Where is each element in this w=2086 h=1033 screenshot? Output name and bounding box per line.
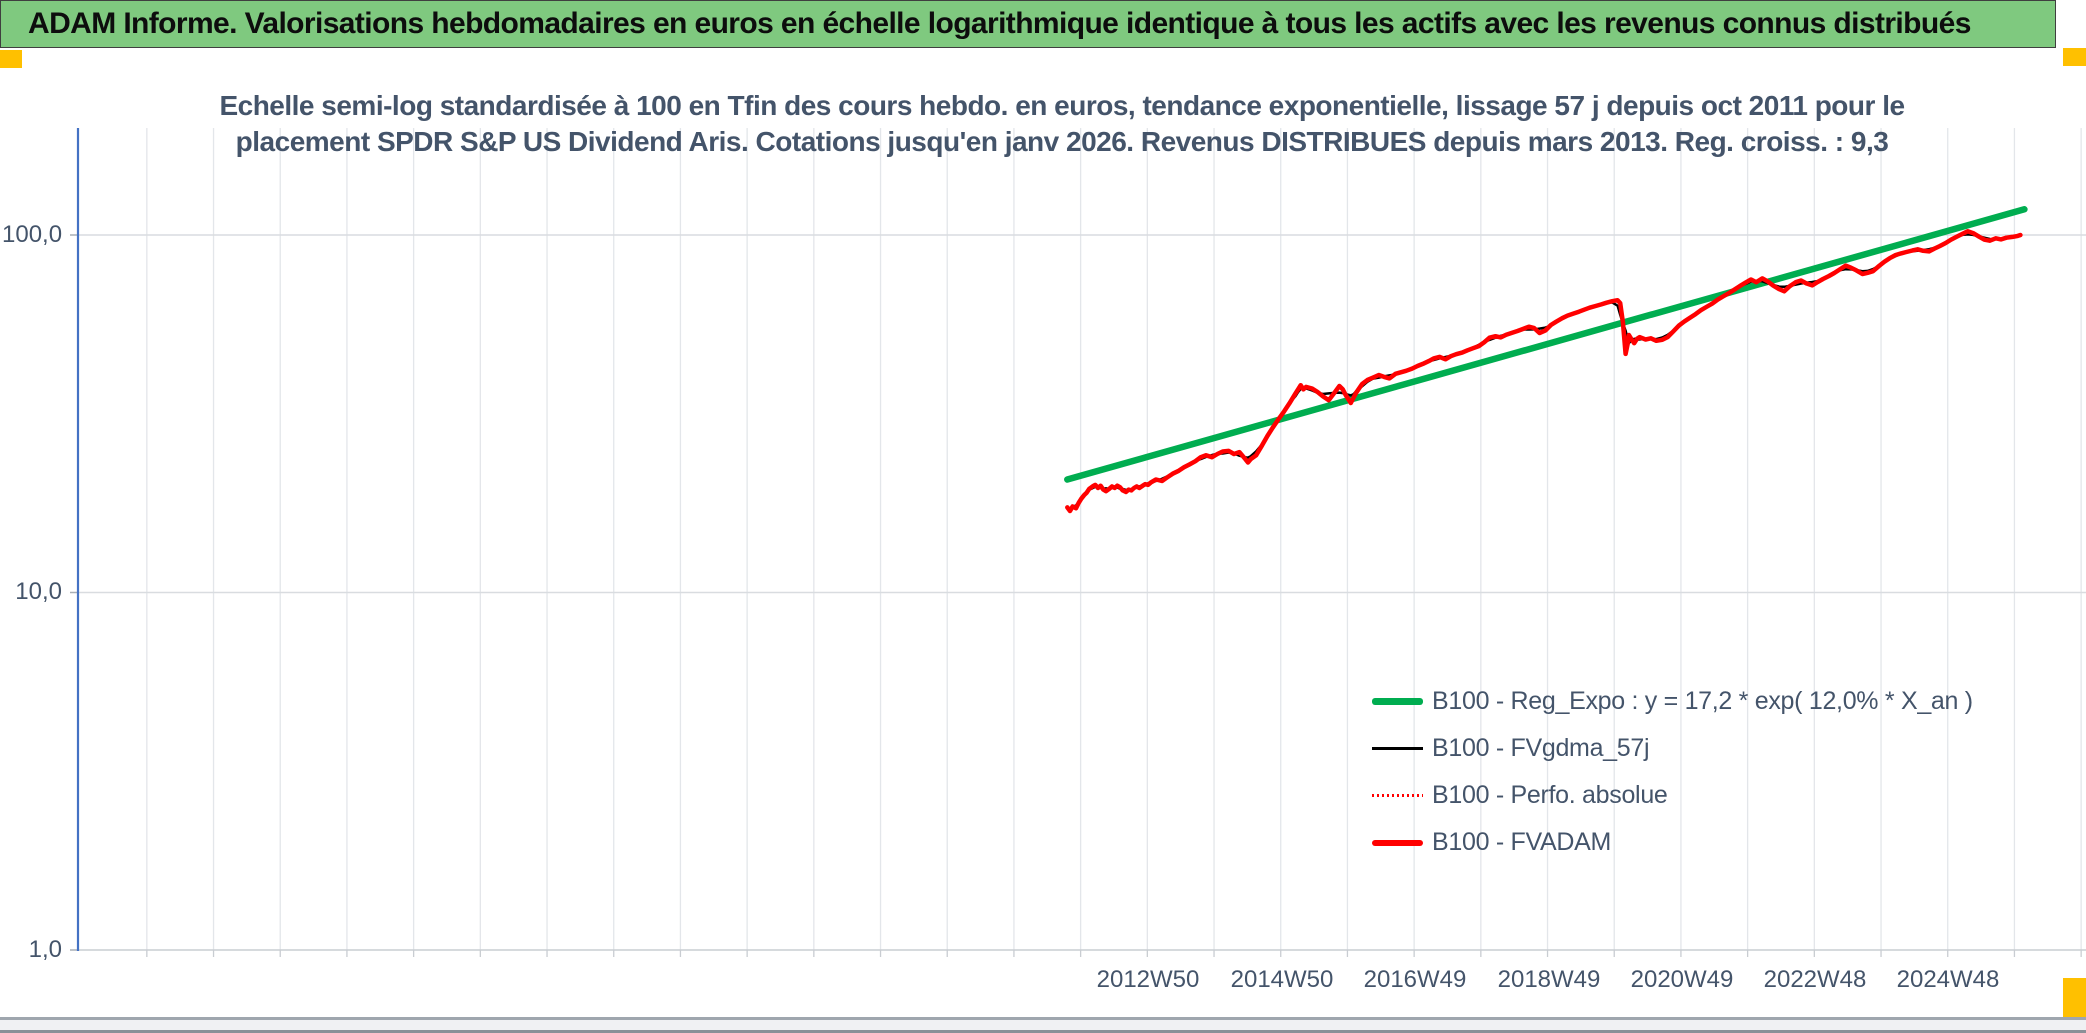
- legend-label-fvadam: B100 - FVADAM: [1432, 828, 1612, 856]
- legend-swatch-fvgdma: [1372, 747, 1423, 750]
- window-bottom-edge: [0, 1030, 2086, 1033]
- chart-legend: B100 - Reg_Expo : y = 17,2 * exp( 12,0% …: [1372, 678, 1973, 866]
- x-tick-label-2020w49: 2020W49: [1630, 966, 1734, 993]
- x-tick-label-2014w50: 2014W50: [1230, 966, 1334, 993]
- y-tick-label-100: 100,0: [2, 221, 63, 248]
- y-tick-label-1: 1,0: [28, 936, 62, 963]
- x-tick-label-2018w49: 2018W49: [1497, 966, 1601, 993]
- x-tick-label-2022w48: 2022W48: [1763, 966, 1867, 993]
- gold-accent-top-left: [0, 50, 22, 68]
- gridlines-horizontal: [78, 234, 2086, 951]
- legend-label-perfo-absolue: B100 - Perfo. absolue: [1432, 781, 1668, 809]
- chart-title-line1: Echelle semi-log standardisée à 100 en T…: [219, 90, 1905, 121]
- y-tick-label-10: 10,0: [15, 578, 62, 605]
- chart-title: Echelle semi-log standardisée à 100 en T…: [78, 88, 2046, 160]
- legend-label-fvgdma: B100 - FVgdma_57j: [1432, 734, 1650, 762]
- series-fvgdma-line: [1066, 233, 2022, 510]
- legend-label-reg-expo: B100 - Reg_Expo : y = 17,2 * exp( 12,0% …: [1432, 687, 1973, 715]
- axis-ticks: [70, 234, 2082, 957]
- legend-swatch-perfo-absolue: [1372, 794, 1423, 797]
- x-tick-label-2024w48: 2024W48: [1896, 966, 2000, 993]
- banner-title: ADAM Informe. Valorisations hebdomadaire…: [28, 7, 1971, 40]
- legend-item-reg-expo[interactable]: B100 - Reg_Expo : y = 17,2 * exp( 12,0% …: [1372, 678, 1973, 725]
- bottom-band: [0, 1020, 2086, 1033]
- series-fvadam-line: [1065, 229, 2023, 514]
- legend-item-perfo-absolue[interactable]: B100 - Perfo. absolue: [1372, 772, 1973, 819]
- legend-item-fvadam[interactable]: B100 - FVADAM: [1372, 819, 1973, 866]
- gridlines-vertical: [146, 128, 2082, 950]
- x-tick-label-2016w49: 2016W49: [1363, 966, 1467, 993]
- legend-swatch-fvadam: [1372, 839, 1423, 846]
- chart-title-line2: placement SPDR S&P US Dividend Aris. Cot…: [235, 126, 1889, 157]
- bottom-divider: [0, 1017, 2086, 1020]
- series-perfo-absolue-line: [1066, 230, 2022, 512]
- gold-accent-top-right: [2063, 48, 2086, 66]
- x-tick-label-2012w50: 2012W50: [1096, 966, 1200, 993]
- legend-swatch-reg-expo: [1372, 698, 1423, 705]
- banner: ADAM Informe. Valorisations hebdomadaire…: [0, 0, 2056, 48]
- series-reg-expo-line: [1064, 206, 2028, 483]
- legend-item-fvgdma[interactable]: B100 - FVgdma_57j: [1372, 725, 1973, 772]
- gold-accent-right-edge: [2063, 978, 2086, 1020]
